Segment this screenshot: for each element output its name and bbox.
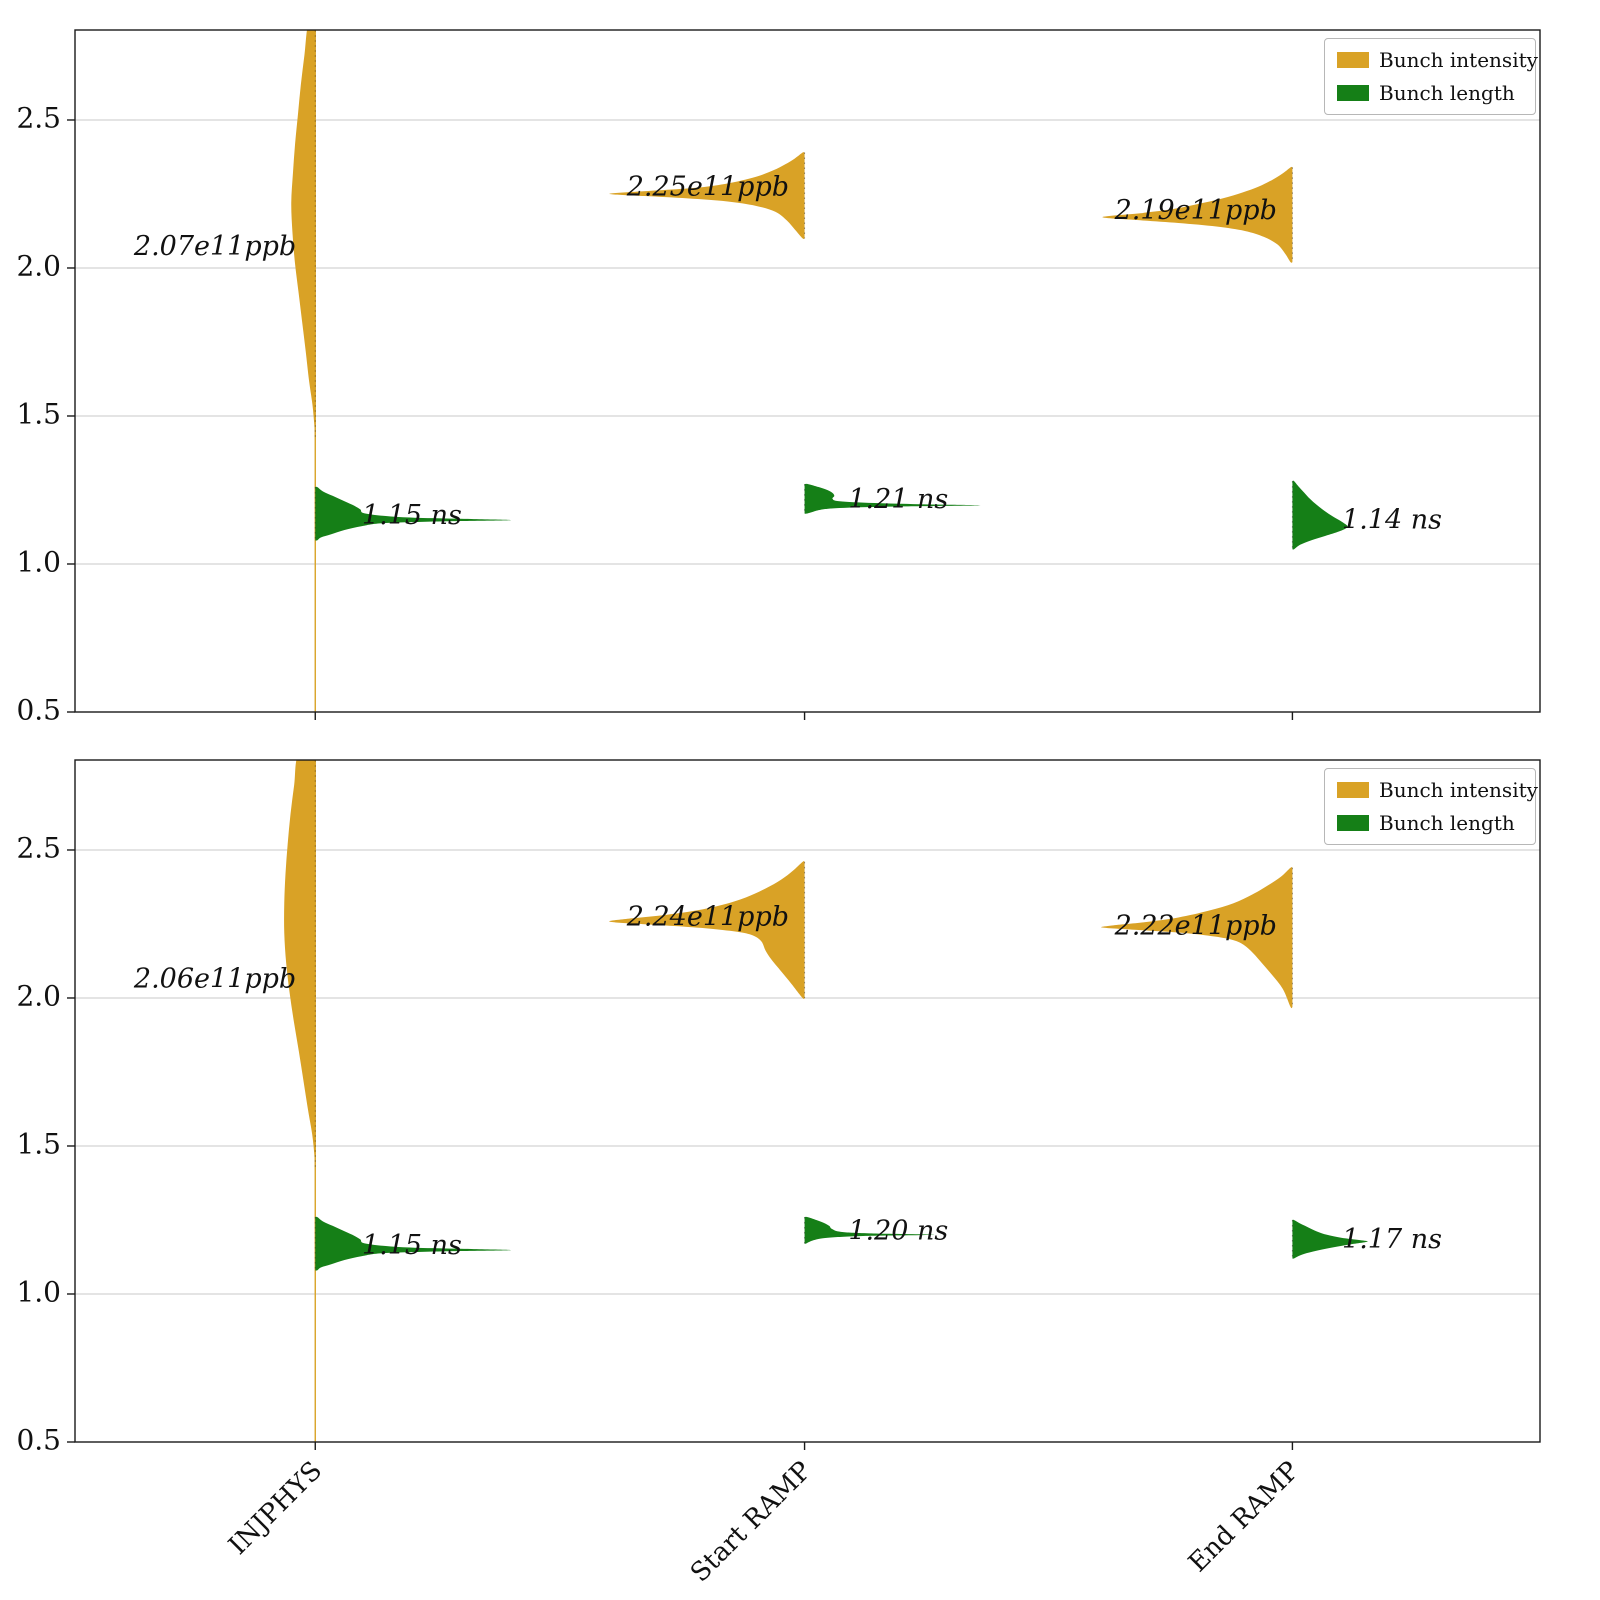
- annotation: 2.06e11ppb: [133, 964, 296, 995]
- legend-item-bunch-length: Bunch length: [1337, 811, 1523, 835]
- x-tick-label-injphys: INJPHYS: [223, 1456, 328, 1561]
- violin-bunch-intensity-injphys: [284, 760, 316, 1171]
- y-tick-label: 1.0: [16, 545, 61, 578]
- bunch-intensity-swatch: [1337, 782, 1369, 798]
- y-tick-label: 1.0: [16, 1275, 61, 1308]
- annotation: 2.07e11ppb: [133, 231, 296, 262]
- violin-bunch-intensity-start-ramp: [609, 152, 805, 240]
- legend-label-bunch-length: Bunch length: [1379, 81, 1515, 105]
- violin-bunch-intensity-injphys: [291, 30, 316, 441]
- bunch-length-swatch: [1337, 815, 1369, 831]
- y-tick-label: 2.5: [16, 831, 61, 864]
- legend-label-bunch-intensity: Bunch intensity: [1379, 48, 1538, 72]
- annotation: 2.24e11ppb: [626, 902, 789, 933]
- violin-bunch-length-start-ramp: [804, 483, 981, 514]
- y-tick-label: 0.5: [16, 694, 61, 727]
- violin-bunch-length-end-ramp: [1292, 1219, 1368, 1259]
- bunch-intensity-swatch: [1337, 52, 1369, 68]
- y-tick-label: 2.0: [16, 979, 61, 1012]
- annotation: 1.21 ns: [848, 484, 948, 515]
- annotation: 2.25e11ppb: [626, 172, 789, 203]
- legend-top: Bunch intensity Bunch length: [1324, 38, 1538, 115]
- y-tick-label: 0.5: [16, 1424, 61, 1457]
- legend-label-bunch-length: Bunch length: [1379, 811, 1515, 835]
- annotation: 1.17 ns: [1342, 1224, 1442, 1255]
- y-tick-label: 2.5: [16, 101, 61, 134]
- y-tick-label: 1.5: [16, 397, 61, 430]
- annotation: 1.15 ns: [362, 1230, 462, 1261]
- legend-item-bunch-length: Bunch length: [1337, 81, 1523, 105]
- y-tick-label: 2.0: [16, 249, 61, 282]
- plot-border: [74, 29, 1541, 713]
- x-tick-label-start-ramp: Start RAMP: [685, 1456, 817, 1588]
- annotation: 1.14 ns: [1342, 505, 1442, 536]
- annotation: 1.20 ns: [848, 1215, 948, 1246]
- y-tick-label: 1.5: [16, 1127, 61, 1160]
- violin-bunch-intensity-start-ramp: [609, 861, 805, 1000]
- violin-bunch-length-start-ramp: [804, 1216, 935, 1244]
- violin-bunch-length-injphys: [315, 486, 511, 541]
- plot-border: [74, 759, 1541, 1443]
- bunch-length-swatch: [1337, 85, 1369, 101]
- subplot-0: 2.07e11ppb 2.25e11ppb 2.19e11ppb 1.15 ns 1.2…: [16, 29, 1541, 727]
- annotation: 2.19e11ppb: [1114, 195, 1277, 226]
- legend-item-bunch-intensity: Bunch intensity: [1337, 778, 1538, 802]
- violin-bunch-length-end-ramp: [1292, 480, 1348, 550]
- legend-item-bunch-intensity: Bunch intensity: [1337, 48, 1538, 72]
- subplot-1: 2.06e11ppb 2.24e11ppb 2.22e11ppb 1.15 ns 1.2…: [16, 759, 1541, 1588]
- violin-bunch-intensity-end-ramp: [1102, 166, 1293, 263]
- annotation: 1.15 ns: [362, 500, 462, 531]
- violin-bunch-length-injphys: [315, 1216, 511, 1271]
- x-tick-label-end-ramp: End RAMP: [1183, 1456, 1305, 1578]
- legend-bottom: Bunch intensity Bunch length: [1324, 768, 1538, 845]
- violin-bunch-intensity-end-ramp: [1101, 867, 1293, 1009]
- legend-label-bunch-intensity: Bunch intensity: [1379, 778, 1538, 802]
- annotation: 2.22e11ppb: [1114, 910, 1277, 941]
